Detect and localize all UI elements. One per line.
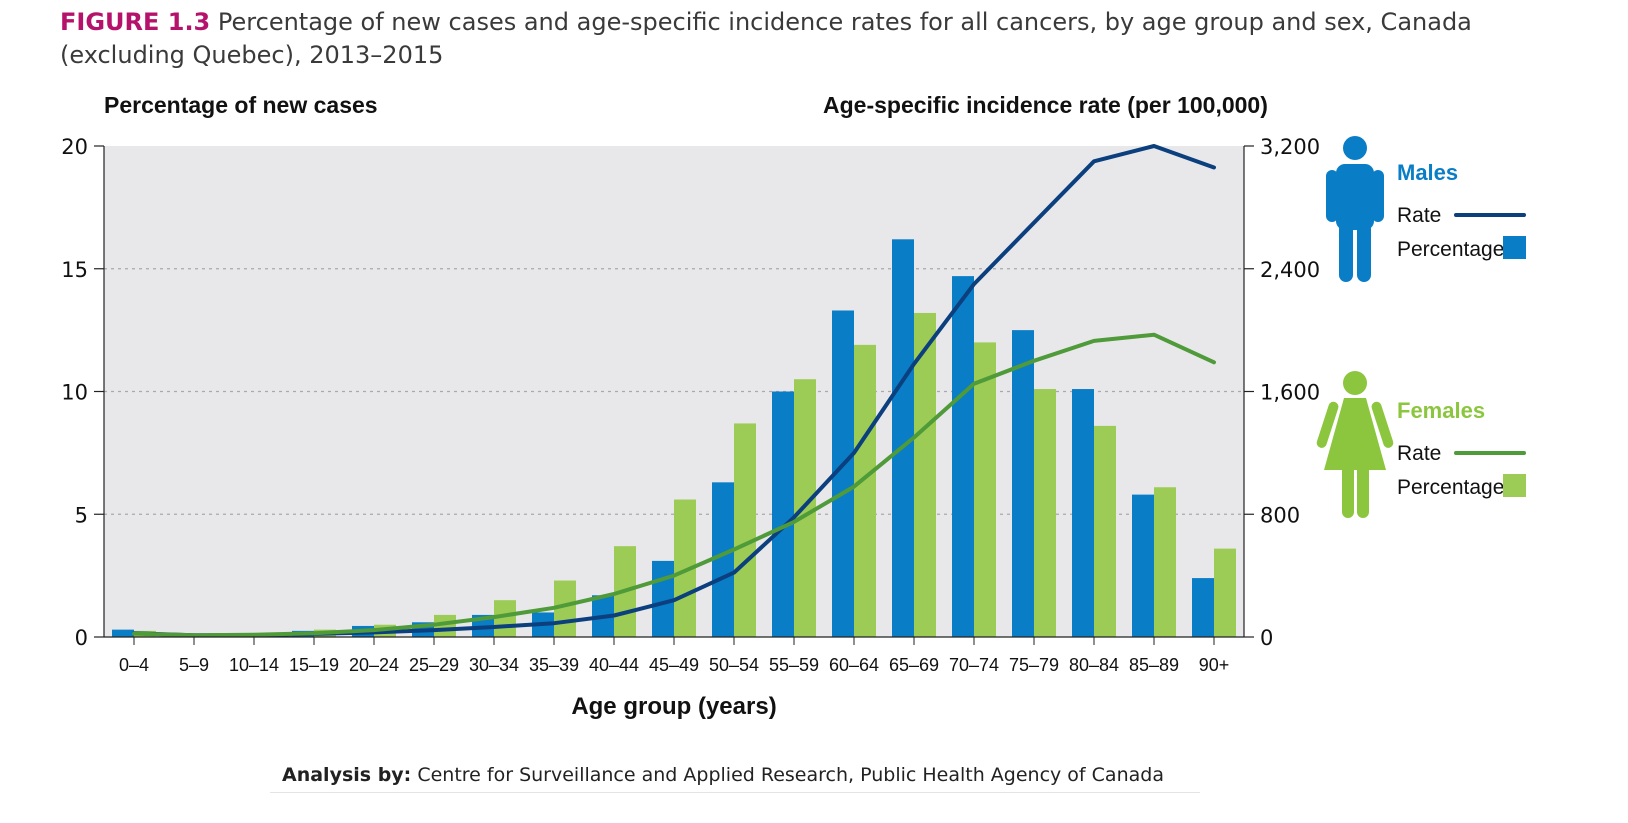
line-females-rate — [132, 332, 1216, 638]
x-tick-label: 35–39 — [529, 655, 579, 675]
x-tick-label: 70–74 — [949, 655, 999, 675]
source-note: Analysis by: Centre for Surveillance and… — [282, 764, 1164, 786]
legend-males-title: Males — [1397, 160, 1458, 185]
x-tick-label: 20–24 — [349, 655, 399, 675]
right-tick-label: 2,400 — [1260, 258, 1320, 282]
bar-males-percentage — [832, 310, 854, 637]
x-tick-label: 85–89 — [1129, 655, 1179, 675]
female-person-icon — [1316, 371, 1394, 518]
x-tick-label: 30–34 — [469, 655, 519, 675]
figure-title-text: Percentage of new cases and age-specific… — [60, 8, 1472, 69]
x-tick-label: 90+ — [1199, 655, 1230, 675]
legend-males-rate-label: Rate — [1397, 204, 1441, 227]
bar-females-percentage — [674, 499, 696, 637]
bar-females-percentage — [1154, 487, 1176, 637]
x-tick-label: 55–59 — [769, 655, 819, 675]
bar-males-percentage — [652, 560, 674, 637]
x-tick-label: 60–64 — [829, 655, 879, 675]
bar-females-percentage — [1094, 425, 1116, 637]
left-tick-label: 0 — [75, 626, 88, 650]
left-axis-title: Percentage of new cases — [104, 92, 378, 118]
x-axis-title: Age group (years) — [571, 693, 776, 720]
x-tick-label: 75–79 — [1009, 655, 1059, 675]
bar-males-percentage — [112, 629, 134, 637]
right-tick-label: 3,200 — [1260, 135, 1320, 159]
x-tick-label: 10–14 — [229, 655, 279, 675]
x-tick-label: 25–29 — [409, 655, 459, 675]
left-tick-label: 20 — [61, 135, 88, 159]
right-axis-title: Age-specific incidence rate (per 100,000… — [823, 92, 1268, 118]
legend-males: Males Rate Percentage — [1326, 136, 1526, 282]
left-tick-label: 15 — [61, 258, 88, 282]
figure-number: FIGURE 1.3 — [60, 8, 211, 36]
bar-males-percentage — [952, 276, 974, 637]
left-tick-label: 10 — [61, 381, 88, 405]
x-tick-label: 15–19 — [289, 655, 339, 675]
bar-males-percentage — [1072, 389, 1094, 637]
x-tick-label: 45–49 — [649, 655, 699, 675]
bar-females-percentage — [734, 423, 756, 637]
bar-males-percentage — [1132, 494, 1154, 637]
source-divider — [270, 792, 1200, 793]
source-text: Centre for Surveillance and Applied Rese… — [417, 764, 1164, 786]
bar-females-percentage — [1214, 548, 1236, 637]
x-tick-label: 80–84 — [1069, 655, 1119, 675]
bar-males-percentage — [712, 482, 734, 637]
tick-labels: 0 0 5 800 10 1,600 15 2,400 20 3,200 0–4 5–9 10–14 15… — [61, 135, 1320, 675]
right-tick-label: 800 — [1260, 503, 1300, 527]
legend-females-title: Females — [1397, 398, 1485, 423]
legend-males-percentage-swatch — [1503, 236, 1526, 259]
bar-females-percentage — [1034, 389, 1056, 637]
rate-lines — [132, 144, 1216, 638]
bar-males-percentage — [892, 239, 914, 638]
bars — [112, 239, 1236, 638]
bar-males-percentage — [772, 391, 794, 637]
x-tick-label: 50–54 — [709, 655, 759, 675]
figure-title: FIGURE 1.3 Percentage of new cases and a… — [60, 6, 1560, 72]
bar-males-percentage — [1192, 578, 1214, 637]
left-tick-label: 5 — [75, 503, 88, 527]
male-person-icon — [1326, 136, 1384, 282]
x-tick-label: 40–44 — [589, 655, 639, 675]
bar-females-percentage — [974, 342, 996, 637]
bar-males-percentage — [1012, 330, 1034, 637]
legend-females-percentage-swatch — [1503, 474, 1526, 497]
right-tick-label: 0 — [1260, 626, 1273, 650]
right-tick-label: 1,600 — [1260, 381, 1320, 405]
x-tick-label: 0–4 — [119, 655, 149, 675]
bar-females-percentage — [854, 344, 876, 637]
legend-females-percentage-label: Percentage — [1397, 476, 1504, 499]
source-label: Analysis by: — [282, 764, 412, 786]
x-tick-label: 5–9 — [179, 655, 209, 675]
legend-females: Females Rate Percentage — [1316, 371, 1526, 518]
bar-females-percentage — [914, 312, 936, 637]
legend-females-rate-label: Rate — [1397, 442, 1441, 465]
x-tick-label: 65–69 — [889, 655, 939, 675]
legend-males-percentage-label: Percentage — [1397, 238, 1504, 261]
